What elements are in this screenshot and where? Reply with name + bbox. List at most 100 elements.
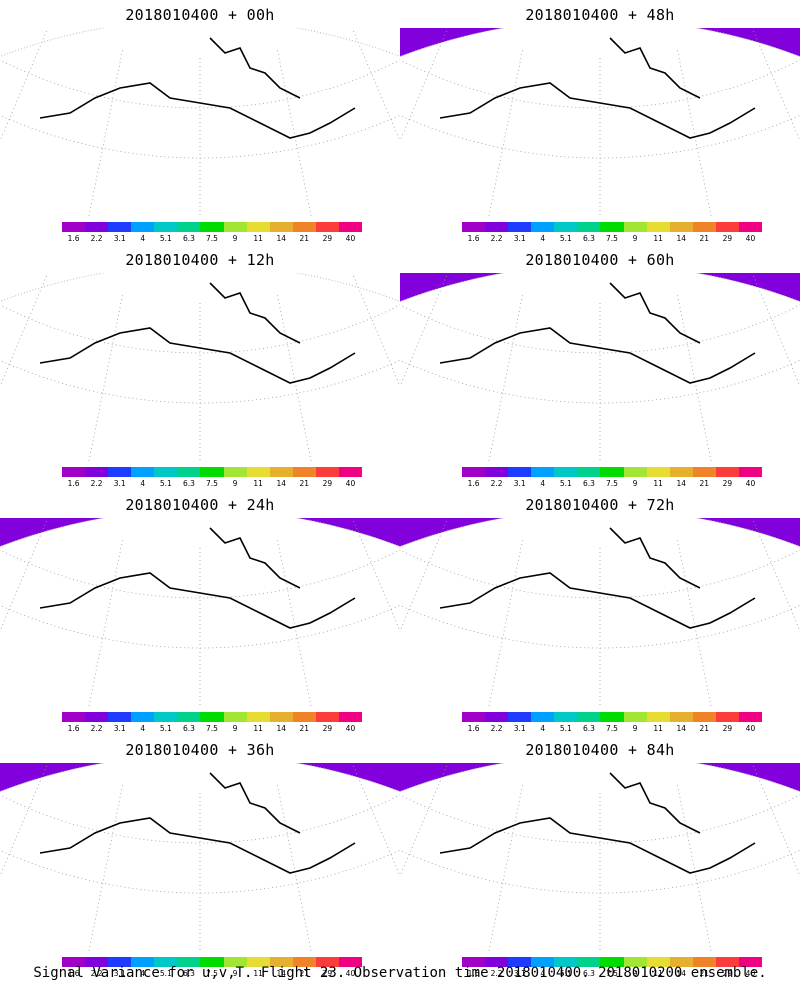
coastline [439,282,756,384]
colorbar-swatch [715,712,739,722]
variance-contour [85,47,295,124]
map-panel: 2018010400 + 36h 1.6 2.2 3.1 4 5.1 6.3 7.5 9 11 14… [0,735,400,980]
variance-contour [452,277,731,369]
variance-contour [145,328,247,369]
colorbar-swatch [269,957,293,967]
colorbar-label: 14 [676,724,686,733]
map-panel: 2018010400 + 48h 1.6 2.2 3.1 4 5.1 6.3 7.5 9 11 14… [400,0,800,245]
variance-contour [541,841,559,851]
colorbar-swatch [338,222,363,232]
variance-contour [435,273,745,369]
parallel-line [400,604,800,649]
colorbar-labels: 1.6 2.2 3.1 4 5.1 6.3 7.5 9 11 14 21 29 40 [52,479,372,489]
colorbar-swatch [315,222,339,232]
polar-projection-map [0,518,400,708]
colorbar-swatch [462,467,486,477]
variance-contour [149,577,246,614]
variance-contour [99,69,201,124]
colorbar-label: 40 [745,969,756,978]
meridian-line [88,785,123,952]
colorbar-swatch [85,712,109,722]
colorbar-label: 2.2 [490,479,503,488]
colorbar-label: 3.1 [113,969,126,978]
variance-contour [620,92,640,104]
colorbar-labels: 1.6 2.2 3.1 4 5.1 6.3 7.5 9 11 14 21 29 40 [52,234,372,244]
colorbar-swatch [85,222,109,232]
parallel-line [0,549,400,599]
meridian-line [0,28,49,143]
variance-contour [600,78,660,112]
colorbar-swatch [669,222,693,232]
variance-contour [71,285,309,369]
coastline [39,527,356,629]
meridian-line [751,273,800,388]
colorbar-label: 14 [676,969,686,978]
variance-contour [199,811,261,847]
variance-contour [540,102,560,114]
variance-contour [163,339,232,369]
variance-contour [87,60,213,124]
colorbar-label: 1.6 [467,479,480,488]
colorbar-swatch [85,467,109,477]
colorbar-label: 14 [276,969,286,978]
variance-contour [610,85,650,108]
parallel-line [400,114,800,159]
colorbar [462,222,763,232]
variance-contour [537,772,723,859]
coastline [439,772,756,874]
colorbar-label: 11 [253,234,263,243]
meridian-line [677,785,712,952]
variance-contour [540,348,560,360]
colorbar-swatch [669,957,693,967]
variance-contour [532,588,568,609]
colorbar-label: 2.2 [90,724,103,733]
colorbar-label: 1.6 [67,479,80,488]
colorbar-swatch [554,712,578,722]
variance-contour [90,788,296,859]
variance-contour [479,47,707,124]
colorbar-swatch [623,957,647,967]
colorbar-swatch [485,467,509,477]
colorbar-swatch [600,957,624,967]
colorbar-label: 14 [276,234,286,243]
colorbar-swatch [269,467,293,477]
colorbar-label: 29 [322,234,333,243]
variance-contour [486,296,703,369]
colorbar-swatch [177,222,201,232]
colorbar-label: 11 [253,724,263,733]
variance-contour [437,763,746,859]
variance-contour [124,86,176,117]
colorbar-label: 4 [540,234,546,243]
variance-contour [514,576,586,614]
variance-contour [550,88,648,124]
colorbar-label: 6.3 [582,479,595,488]
colorbar-label: 9 [232,724,238,733]
variance-contour [119,821,181,857]
colorbar-label: 6.3 [182,234,195,243]
colorbar-label: 7.5 [206,479,218,488]
colorbar-label: 1.6 [467,969,480,978]
colorbar-swatch [177,712,201,722]
variance-contour [129,337,171,361]
colorbar-label: 2.2 [90,969,103,978]
colorbar-label: 40 [745,724,756,733]
colorbar-label: 40 [745,479,756,488]
colorbar-swatch [269,222,293,232]
colorbar-label: 14 [676,234,686,243]
variance-contour [579,802,681,859]
colorbar-swatch [269,712,293,722]
meridian-line [488,295,523,462]
panel-title: 2018010400 + 36h [125,741,275,759]
colorbar-label: 4 [140,234,146,243]
colorbar-label: 4 [140,724,146,733]
variance-contour [571,345,633,369]
variance-contour [112,78,188,123]
meridian-line [277,785,312,952]
colorbar-swatch [108,467,132,477]
colorbar-swatch [577,222,601,232]
variance-contour [474,794,626,859]
colorbar-label: 29 [322,969,333,978]
colorbar-swatch [738,467,763,477]
colorbar [62,712,363,722]
colorbar-label: 2.2 [90,234,103,243]
